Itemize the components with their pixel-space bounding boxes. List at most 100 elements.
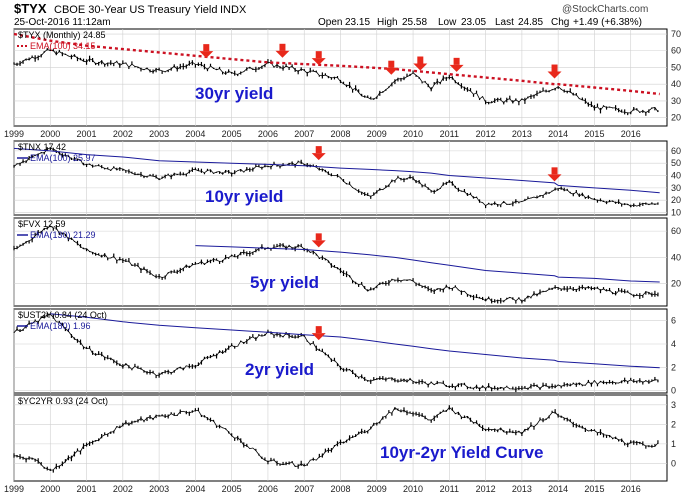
x-tick-label: 2015 [584,129,604,139]
watermark: @StockCharts.com [562,4,648,15]
arrow-shaft [453,57,460,65]
x-tick-label: 2012 [476,484,496,494]
x-tick-label: 2016 [621,484,641,494]
x-tick-label: 2011 [440,129,459,139]
x-tick-label: 2001 [77,484,97,494]
legend-ema: EMA(100) 34.15 [30,41,96,51]
arrow-shaft [417,56,424,64]
arrow-shaft [551,167,558,175]
panel-annotation: 10yr-2yr Yield Curve [380,443,543,462]
symbol-description: CBOE 30-Year US Treasury Yield [54,4,217,16]
ema-line [50,313,660,369]
x-tick-label: 2007 [294,484,314,494]
x-tick-label: 2006 [258,484,278,494]
y-tick-label: 2 [671,362,676,372]
symbol-title: $TYX [14,1,47,16]
low-value: 23.05 [461,17,486,28]
chg-label: Chg [551,17,569,28]
peak-arrow-icon [311,233,326,248]
date-time: 25-Oct-2016 11:12am [14,17,111,28]
x-tick-label: 2015 [584,484,604,494]
x-tick-label: 2012 [476,129,496,139]
arrow-head [311,240,326,248]
price-close-line [13,225,659,303]
y-tick-label: 60 [671,226,681,236]
arrow-head [199,51,214,59]
ema-line [13,32,660,96]
y-tick-label: 0 [671,458,676,468]
x-tick-label: 2009 [367,129,387,139]
open-label: Open [318,17,342,28]
price-close-line [13,147,658,207]
peak-arrow-icon [311,326,326,341]
x-tick-label: 2000 [40,484,60,494]
x-tick-label: 2014 [548,129,568,139]
x-tick-label: 2005 [222,129,242,139]
peak-arrow-icon [413,56,428,71]
high-label: High [377,17,398,28]
legend-price: $YC2YR 0.93 (24 Oct) [18,396,108,406]
panel-annotation: 5yr yield [250,273,319,292]
y-tick-label: 50 [671,62,681,72]
legend-price: $FVX 12.59 [18,219,66,229]
y-tick-label: 4 [671,339,676,349]
y-tick-label: 20 [671,195,681,205]
y-tick-label: 40 [671,79,681,89]
x-tick-label: 2003 [149,484,169,494]
y-tick-label: 40 [671,252,681,262]
x-tick-label: 2010 [403,129,423,139]
x-tick-label: 2008 [330,129,350,139]
chg-value: +1.49 (+6.38%) [573,17,642,28]
peak-arrow-icon [449,57,464,72]
legend-price: $UST2Y 0.84 (24 Oct) [18,310,107,320]
high-value: 25.58 [402,17,427,28]
arrow-shaft [388,60,395,68]
ema-line [13,147,660,194]
y-tick-label: 6 [671,316,676,326]
arrow-head [311,333,326,341]
x-tick-label: 2002 [113,484,133,494]
arrow-head [311,153,326,161]
y-tick-label: 30 [671,183,681,193]
y-tick-label: 50 [671,158,681,168]
x-tick-label: 2011 [440,484,459,494]
x-tick-label: 2001 [77,129,97,139]
x-tick-label: 2000 [40,129,60,139]
x-tick-label: 2002 [113,129,133,139]
x-tick-label: 2014 [548,484,568,494]
x-tick-label: 2006 [258,129,278,139]
arrow-head [449,64,464,72]
arrow-shaft [315,51,322,59]
legend-ema: EMA(100) 25.97 [30,153,96,163]
panel-4: 0 2 4 6 $UST2Y 0.84 (24 Oct)EMA(180) 1.96 2yr… [13,308,676,396]
arrow-shaft [315,326,322,334]
exchange-label: INDX [220,4,247,16]
low-label: Low [438,17,457,28]
y-tick-label: 1 [671,439,676,449]
arrow-head [384,67,399,75]
x-tick-label: 2016 [621,129,641,139]
y-tick-label: 60 [671,46,681,56]
ema-line [195,245,660,283]
x-tick-label: 2003 [149,129,169,139]
price-close-line [14,49,659,114]
peak-arrow-icon [384,60,399,75]
y-tick-label: 20 [671,113,681,123]
open-value: 23.15 [345,17,370,28]
y-tick-label: 70 [671,29,681,39]
price-close-line [13,406,659,471]
arrow-head [547,71,562,79]
arrow-shaft [203,44,210,52]
peak-arrow-icon [547,64,562,79]
x-tick-label: 2004 [185,129,205,139]
legend-price: $TYX (Monthly) 24.85 [18,30,106,40]
x-tick-label: 2005 [222,484,242,494]
arrow-head [547,174,562,182]
y-tick-label: 10 [671,208,681,218]
peak-arrow-icon [275,43,290,58]
y-tick-label: 60 [671,146,681,156]
y-tick-label: 2 [671,419,676,429]
